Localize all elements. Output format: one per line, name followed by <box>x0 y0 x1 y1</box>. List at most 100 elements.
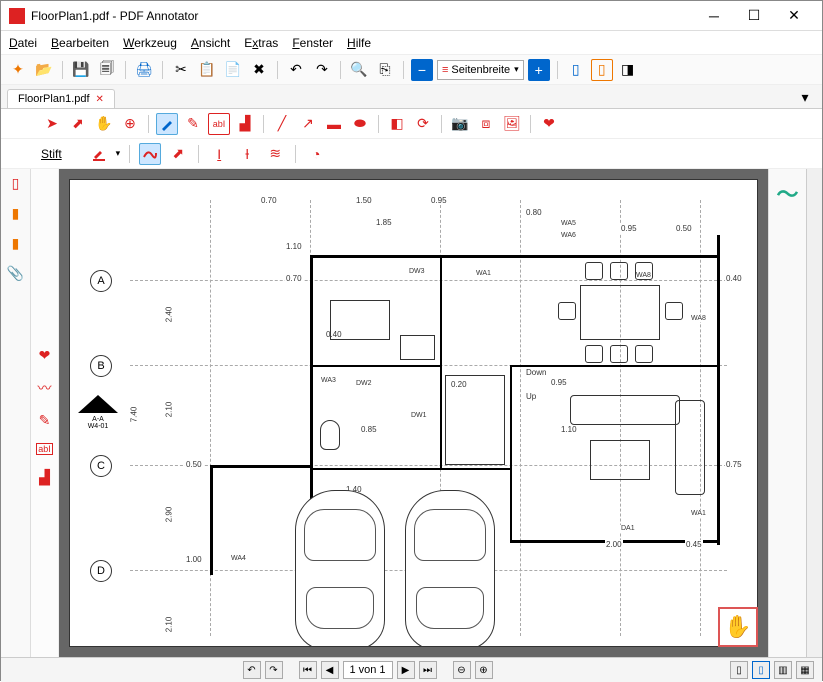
pdf-page: A B C D A-A W4-01 <box>69 179 758 647</box>
thumbnails-tab-icon[interactable]: ▯ <box>6 173 26 193</box>
section-marker: A-A W4-01 <box>78 395 118 430</box>
line-style[interactable]: ⬈ <box>167 143 189 165</box>
pen-toolbar: Stift ▾ ⬈ I Ɨ ≋ ◔ <box>1 139 822 169</box>
main-toolbar: ✦ 📂 💾 🗐 🖨 ✂ 📋 📄 ✖ ↶ ↷ 🔍 ⎘ − ≡ Seitenbrei… <box>1 55 822 85</box>
zoom-in-button[interactable]: + <box>528 59 550 81</box>
next-page-button[interactable]: ▶ <box>397 661 415 679</box>
title-bar: FloorPlan1.pdf - PDF Annotator ─ ☐ ✕ <box>1 1 822 31</box>
fav-heart-icon[interactable]: ❤ <box>39 347 51 364</box>
bookmarks-tab-icon[interactable]: ▮ <box>6 203 26 223</box>
pointer-tool[interactable]: ➤ <box>41 113 63 135</box>
window-title: FloorPlan1.pdf - PDF Annotator <box>31 9 694 23</box>
freehand-style[interactable] <box>139 143 161 165</box>
layout-cont-button[interactable]: ▯ <box>752 661 770 679</box>
fav-pen-icon[interactable]: 〰 <box>38 378 52 398</box>
last-page-button[interactable]: ⏭ <box>419 661 437 679</box>
rotate-left-button[interactable]: ↶ <box>243 661 261 679</box>
delete-button[interactable]: ✖ <box>248 59 270 81</box>
attachments-tab-icon[interactable]: 📎 <box>6 263 26 283</box>
opacity-button[interactable]: ◔ <box>305 143 327 165</box>
select-tool[interactable]: ⬈ <box>67 113 89 135</box>
underline-style[interactable]: I <box>208 143 230 165</box>
row-label-a: A <box>90 270 112 292</box>
menu-datei[interactable]: Datei <box>9 36 37 50</box>
menu-fenster[interactable]: Fenster <box>292 36 333 50</box>
lasso-erase-tool[interactable]: ⟳ <box>412 113 434 135</box>
minimize-button[interactable]: ─ <box>694 2 734 30</box>
fav-text-icon[interactable]: abI <box>36 443 53 455</box>
ellipse-tool[interactable]: ⬬ <box>349 113 371 135</box>
row-label-c: C <box>90 455 112 477</box>
nav-back-button[interactable]: ⊖ <box>453 661 471 679</box>
row-label-d: D <box>90 560 112 582</box>
tab-close-icon[interactable]: ✕ <box>96 94 104 105</box>
row-label-b: B <box>90 355 112 377</box>
tab-menu-button[interactable]: ▾ <box>794 86 816 108</box>
menu-bar: Datei Bearbeiten Werkzeug Ansicht Extras… <box>1 31 822 55</box>
continuous-button[interactable]: ▯ <box>591 59 613 81</box>
cut-button[interactable]: ✂ <box>170 59 192 81</box>
line-tool[interactable]: ╱ <box>271 113 293 135</box>
strikethrough-style[interactable]: Ɨ <box>236 143 258 165</box>
freehand-quick-icon[interactable]: 〜 <box>776 177 798 209</box>
color-picker[interactable] <box>88 143 110 165</box>
page-input[interactable] <box>343 661 393 679</box>
pen-label: Stift <box>41 147 62 161</box>
eraser-tool[interactable]: ◧ <box>386 113 408 135</box>
menu-werkzeug[interactable]: Werkzeug <box>123 36 177 50</box>
snapshot-tool[interactable]: 📷 <box>449 113 471 135</box>
layout-two-button[interactable]: ▥ <box>774 661 792 679</box>
favorites-button[interactable]: ❤ <box>538 113 560 135</box>
side-panel-tabs: ▯ ▮ ▮ 📎 <box>1 169 31 657</box>
close-button[interactable]: ✕ <box>774 2 814 30</box>
image-tool[interactable]: 🖼 <box>501 113 523 135</box>
nav-forward-button[interactable]: ⊕ <box>475 661 493 679</box>
layout-single-button[interactable]: ▯ <box>730 661 748 679</box>
vertical-scrollbar[interactable] <box>806 169 822 657</box>
pages-tab-icon[interactable]: ▮ <box>6 233 26 253</box>
highlighter-tool[interactable]: ✎ <box>182 113 204 135</box>
copy-button[interactable]: 📋 <box>196 59 218 81</box>
save-as-button[interactable]: 🗐 <box>96 59 118 81</box>
rect-tool[interactable]: ▬ <box>323 113 345 135</box>
document-viewport[interactable]: A B C D A-A W4-01 <box>59 169 768 657</box>
arrow-tool[interactable]: ↗ <box>297 113 319 135</box>
menu-ansicht[interactable]: Ansicht <box>191 36 230 50</box>
fav-stamp-icon[interactable]: ▟ <box>39 469 50 486</box>
app-icon <box>9 8 25 24</box>
open-button[interactable]: 📂 <box>33 59 55 81</box>
undo-button[interactable]: ↶ <box>285 59 307 81</box>
goto-button[interactable]: ⎘ <box>374 59 396 81</box>
paste-button[interactable]: 📄 <box>222 59 244 81</box>
print-button[interactable]: 🖨 <box>133 59 155 81</box>
maximize-button[interactable]: ☐ <box>734 2 774 30</box>
squiggle-style[interactable]: ≋ <box>264 143 286 165</box>
menu-extras[interactable]: Extras <box>244 36 278 50</box>
single-page-button[interactable]: ▯ <box>565 59 587 81</box>
text-tool[interactable]: abI <box>208 113 230 135</box>
find-button[interactable]: 🔍 <box>348 59 370 81</box>
document-tab[interactable]: FloorPlan1.pdf ✕ <box>7 89 115 108</box>
layout-grid-button[interactable]: ▦ <box>796 661 814 679</box>
status-bar: ↶ ↷ ⏮ ◀ ▶ ⏭ ⊖ ⊕ ▯ ▯ ▥ ▦ <box>1 657 822 682</box>
two-page-button[interactable]: ◨ <box>617 59 639 81</box>
crop-tool[interactable]: ⧈ <box>475 113 497 135</box>
car-1 <box>295 490 385 647</box>
zoom-select[interactable]: ≡ Seitenbreite ▾ <box>437 60 524 80</box>
stamp-tool[interactable]: ▟ <box>234 113 256 135</box>
first-page-button[interactable]: ⏮ <box>299 661 317 679</box>
fav-pencil-icon[interactable]: ✎ <box>39 412 51 429</box>
car-2 <box>405 490 495 647</box>
menu-bearbeiten[interactable]: Bearbeiten <box>51 36 109 50</box>
prev-page-button[interactable]: ◀ <box>321 661 339 679</box>
pan-tool[interactable]: ✋ <box>93 113 115 135</box>
save-button[interactable]: 💾 <box>70 59 92 81</box>
menu-hilfe[interactable]: Hilfe <box>347 36 371 50</box>
redo-button[interactable]: ↷ <box>311 59 333 81</box>
pen-tool[interactable] <box>156 113 178 135</box>
zoom-out-button[interactable]: − <box>411 59 433 81</box>
zoom-tool[interactable]: ⊕ <box>119 113 141 135</box>
hand-tool-overlay[interactable]: ✋ <box>718 607 758 647</box>
rotate-right-button[interactable]: ↷ <box>265 661 283 679</box>
new-doc-button[interactable]: ✦ <box>7 59 29 81</box>
